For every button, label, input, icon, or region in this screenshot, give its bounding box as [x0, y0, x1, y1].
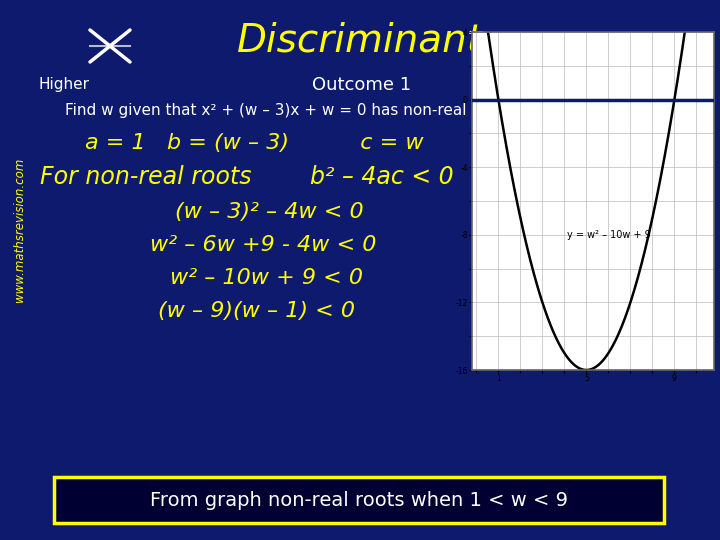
- Text: w² – 10w + 9 < 0: w² – 10w + 9 < 0: [170, 268, 363, 288]
- Text: (w – 3)² – 4w < 0: (w – 3)² – 4w < 0: [175, 202, 364, 222]
- Text: b² – 4ac < 0: b² – 4ac < 0: [310, 165, 454, 189]
- Text: Higher: Higher: [38, 78, 89, 92]
- Text: Outcome 1: Outcome 1: [312, 76, 412, 94]
- Text: y = w² – 10w + 9: y = w² – 10w + 9: [567, 230, 650, 240]
- Text: w² – 6w +9 - 4w < 0: w² – 6w +9 - 4w < 0: [150, 235, 377, 255]
- Text: Discriminant: Discriminant: [237, 21, 483, 59]
- Text: Find w given that x² + (w – 3)x + w = 0 has non-real roots: Find w given that x² + (w – 3)x + w = 0 …: [65, 103, 510, 118]
- Text: From graph non-real roots when 1 < w < 9: From graph non-real roots when 1 < w < 9: [150, 490, 568, 510]
- Text: For non-real roots: For non-real roots: [40, 165, 251, 189]
- Text: a = 1   b = (w – 3)          c = w: a = 1 b = (w – 3) c = w: [85, 133, 423, 153]
- FancyBboxPatch shape: [54, 477, 664, 523]
- Text: (w – 9)(w – 1) < 0: (w – 9)(w – 1) < 0: [158, 301, 355, 321]
- Text: www.mathsrevision.com: www.mathsrevision.com: [14, 158, 27, 302]
